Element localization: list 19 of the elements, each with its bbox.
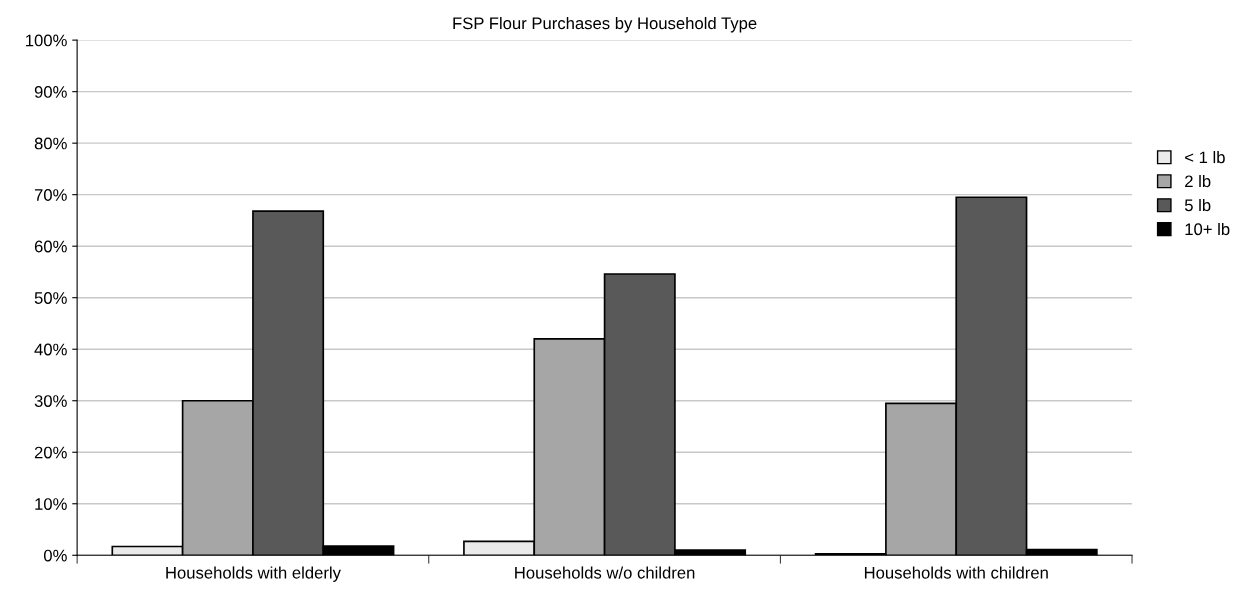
y-tick-label: 70% [34,189,67,201]
y-tick-label: 100% [26,34,67,47]
y-tick-label: 30% [34,395,67,407]
y-tick-label: 50% [34,292,67,304]
legend-label: < 1 lb [1185,151,1225,164]
chart-title: FSP Flour Purchases by Household Type [453,16,757,33]
y-tick-label: 10% [35,498,67,510]
legend-label: 2 lb [1185,174,1211,188]
y-tick-label: 0% [43,549,67,562]
x-tick-label: Households with children [864,566,1048,579]
legend-label: 5 lb [1184,198,1211,212]
x-tick-label: Households w/o children [515,566,695,579]
y-tick-label: 40% [34,343,67,356]
y-tick-label: 90% [34,86,67,98]
legend-label: 10+ lb [1185,222,1230,236]
y-tick-label: 80% [34,137,67,150]
y-tick-label: 60% [34,240,67,253]
y-tick-label: 20% [34,446,67,459]
x-tick-label: Households with elderly [166,566,341,582]
